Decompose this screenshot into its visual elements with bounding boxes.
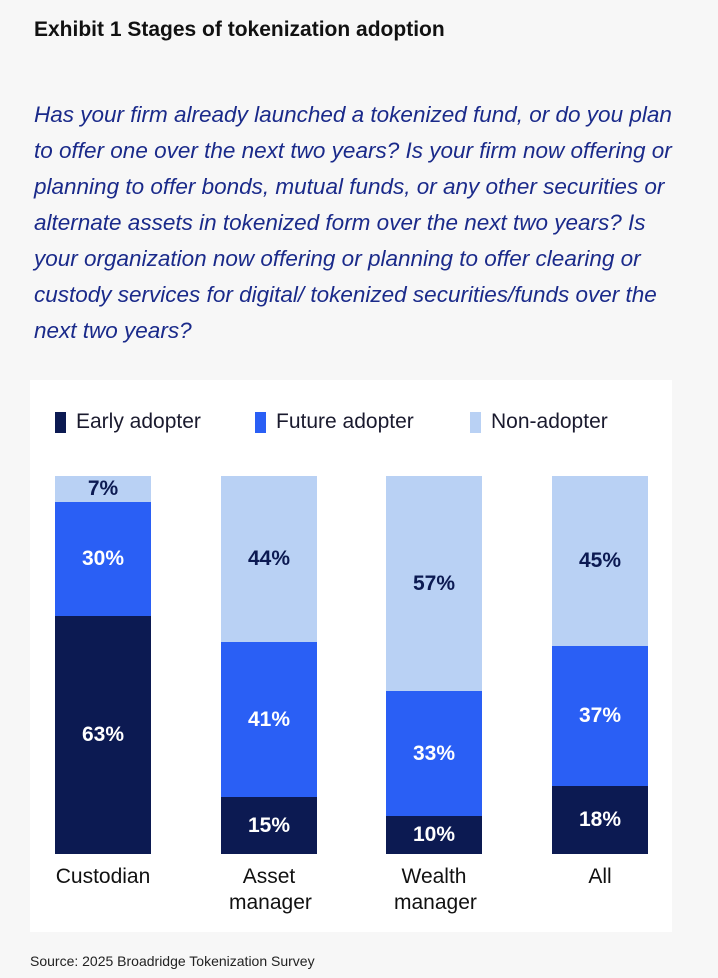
legend-swatch — [55, 411, 66, 433]
bar-segment: 37% — [552, 646, 648, 786]
legend-label: Future adopter — [276, 410, 414, 433]
legend-item: Future adopter — [255, 410, 414, 434]
data-label: 37% — [578, 704, 622, 728]
bar-segment: 41% — [221, 642, 317, 798]
survey-question: Has your firm already launched a tokeniz… — [34, 102, 672, 343]
data-label: 15% — [247, 813, 291, 837]
bar-segment: 33% — [386, 691, 482, 817]
bar-segment: 15% — [221, 797, 317, 854]
category-label: All — [588, 865, 612, 888]
category-label: Custodian — [55, 865, 151, 888]
data-label: 44% — [247, 547, 291, 571]
category-label: Asset manager — [229, 865, 312, 914]
bar-segment: 10% — [386, 816, 482, 854]
data-label: 57% — [412, 571, 456, 595]
legend-item: Non-adopter — [470, 410, 608, 434]
exhibit-title: Exhibit 1 Stages of tokenization adoptio… — [34, 18, 445, 41]
data-label: 41% — [247, 707, 291, 731]
data-label: 45% — [578, 549, 622, 573]
legend-swatch — [255, 411, 266, 433]
category-label: Wealth manager — [394, 865, 477, 914]
bar-segment: 57% — [386, 476, 482, 692]
bar-segment: 63% — [55, 615, 151, 854]
legend-label: Non-adopter — [491, 410, 608, 433]
data-label: 10% — [412, 823, 456, 847]
data-label: 63% — [81, 722, 125, 746]
data-label: 30% — [81, 547, 125, 571]
legend-swatch — [470, 411, 481, 433]
source-note: Source: 2025 Broadridge Tokenization Sur… — [30, 953, 315, 969]
bar-segment: 45% — [552, 476, 648, 647]
chart-panel: Early adopter Future adopter Non-adopter 63… — [30, 380, 672, 932]
bar-segment: 7% — [55, 476, 151, 503]
bar-segment: 30% — [55, 502, 151, 616]
legend-label: Early adopter — [76, 410, 201, 433]
legend-item: Early adopter — [55, 410, 201, 434]
data-label: 7% — [87, 477, 119, 501]
data-label: 18% — [578, 807, 622, 831]
bar-segment: 18% — [552, 785, 648, 854]
bar-segment: 44% — [221, 476, 317, 643]
data-label: 33% — [412, 741, 456, 765]
